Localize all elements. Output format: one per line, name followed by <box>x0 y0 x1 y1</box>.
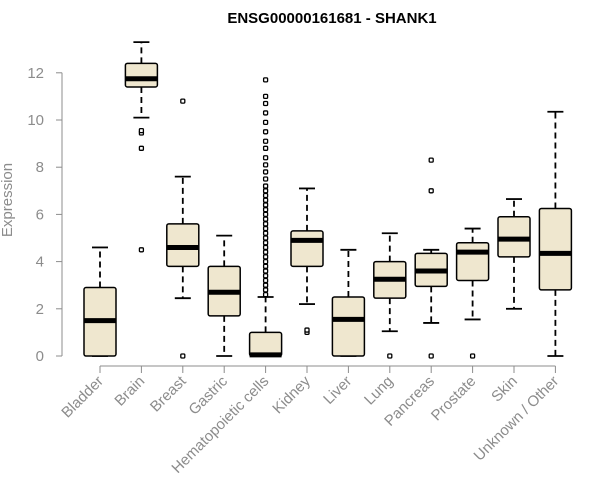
outlier-point <box>262 273 269 279</box>
outlier-point <box>262 192 269 199</box>
outlier-point <box>262 207 269 213</box>
y-tick-label: 10 <box>27 112 44 129</box>
box-group <box>248 77 283 358</box>
x-tick-label: Liver <box>320 373 355 408</box>
box-group <box>455 227 490 359</box>
outlier-point <box>262 240 269 246</box>
y-axis-label: Expression <box>0 163 16 237</box>
outlier-point <box>262 277 269 284</box>
outlier-point <box>262 244 269 251</box>
box-group <box>207 234 241 357</box>
y-axis: 0 2 4 6 8 10 12 <box>27 65 63 365</box>
outlier-point <box>262 183 269 189</box>
box-group <box>538 110 573 357</box>
outlier-point <box>262 225 269 232</box>
outlier-point <box>262 169 269 175</box>
outlier-point <box>262 254 269 260</box>
outlier-point <box>262 162 269 168</box>
outlier-point <box>180 98 186 104</box>
iqr-box <box>124 62 159 88</box>
outlier-point <box>262 211 269 218</box>
outlier-point <box>262 287 269 293</box>
box-group <box>124 41 159 253</box>
outlier-point <box>262 202 269 208</box>
outlier-point <box>262 155 269 161</box>
outlier-point <box>469 353 476 359</box>
outlier-point <box>262 235 269 241</box>
box-group <box>166 98 200 359</box>
outlier-point <box>262 100 269 107</box>
outlier-point <box>262 230 269 236</box>
box-group <box>331 248 366 357</box>
outlier-point <box>262 188 269 194</box>
outlier-point <box>262 138 269 144</box>
box-group <box>497 198 531 310</box>
outlier-point <box>262 221 269 227</box>
outlier-point <box>262 197 269 203</box>
boxes-layer <box>83 41 573 359</box>
outlier-point <box>262 263 269 269</box>
outlier-point <box>262 77 269 83</box>
iqr-box <box>538 207 573 291</box>
outlier-point <box>262 145 269 151</box>
x-tick-label: Kidney <box>269 372 314 417</box>
y-tick-label: 8 <box>36 159 44 176</box>
iqr-box <box>455 241 490 282</box>
iqr-box <box>331 296 366 357</box>
outlier-point <box>262 249 269 255</box>
iqr-box <box>290 230 324 268</box>
outlier-point <box>262 268 269 274</box>
x-tick-label: Skin <box>488 373 521 406</box>
outlier-point <box>262 282 269 288</box>
outlier-point <box>138 247 145 253</box>
x-tick-label: Lung <box>361 373 397 409</box>
y-tick-label: 0 <box>36 348 44 365</box>
x-tick-label: Bladder <box>58 373 107 422</box>
outlier-point <box>180 353 186 359</box>
outlier-point <box>262 258 269 265</box>
x-tick-label: Breast <box>147 372 190 415</box>
outlier-point <box>428 157 434 163</box>
box-group <box>83 246 117 357</box>
box-group <box>414 157 448 359</box>
outlier-point <box>262 291 269 298</box>
outlier-point <box>304 327 310 333</box>
x-tick-label: Brain <box>111 373 148 410</box>
outlier-point <box>262 119 269 126</box>
outlier-point <box>138 145 145 151</box>
box-group <box>290 187 324 336</box>
outlier-point <box>262 216 269 222</box>
outlier-point <box>138 127 145 134</box>
outlier-point <box>387 353 393 359</box>
outlier-point <box>428 353 434 359</box>
outlier-point <box>262 176 269 182</box>
box-group <box>373 232 407 359</box>
outlier-point <box>262 93 269 100</box>
y-tick-label: 6 <box>36 206 44 223</box>
x-tick-label: Prostate <box>428 373 480 425</box>
outlier-point <box>262 129 269 135</box>
chart-title: ENSG00000161681 - SHANK1 <box>227 10 436 27</box>
outlier-point <box>428 188 434 194</box>
y-tick-label: 2 <box>36 301 44 318</box>
y-tick-label: 4 <box>36 254 44 271</box>
y-tick-label: 12 <box>27 65 44 82</box>
outlier-point <box>262 110 269 116</box>
